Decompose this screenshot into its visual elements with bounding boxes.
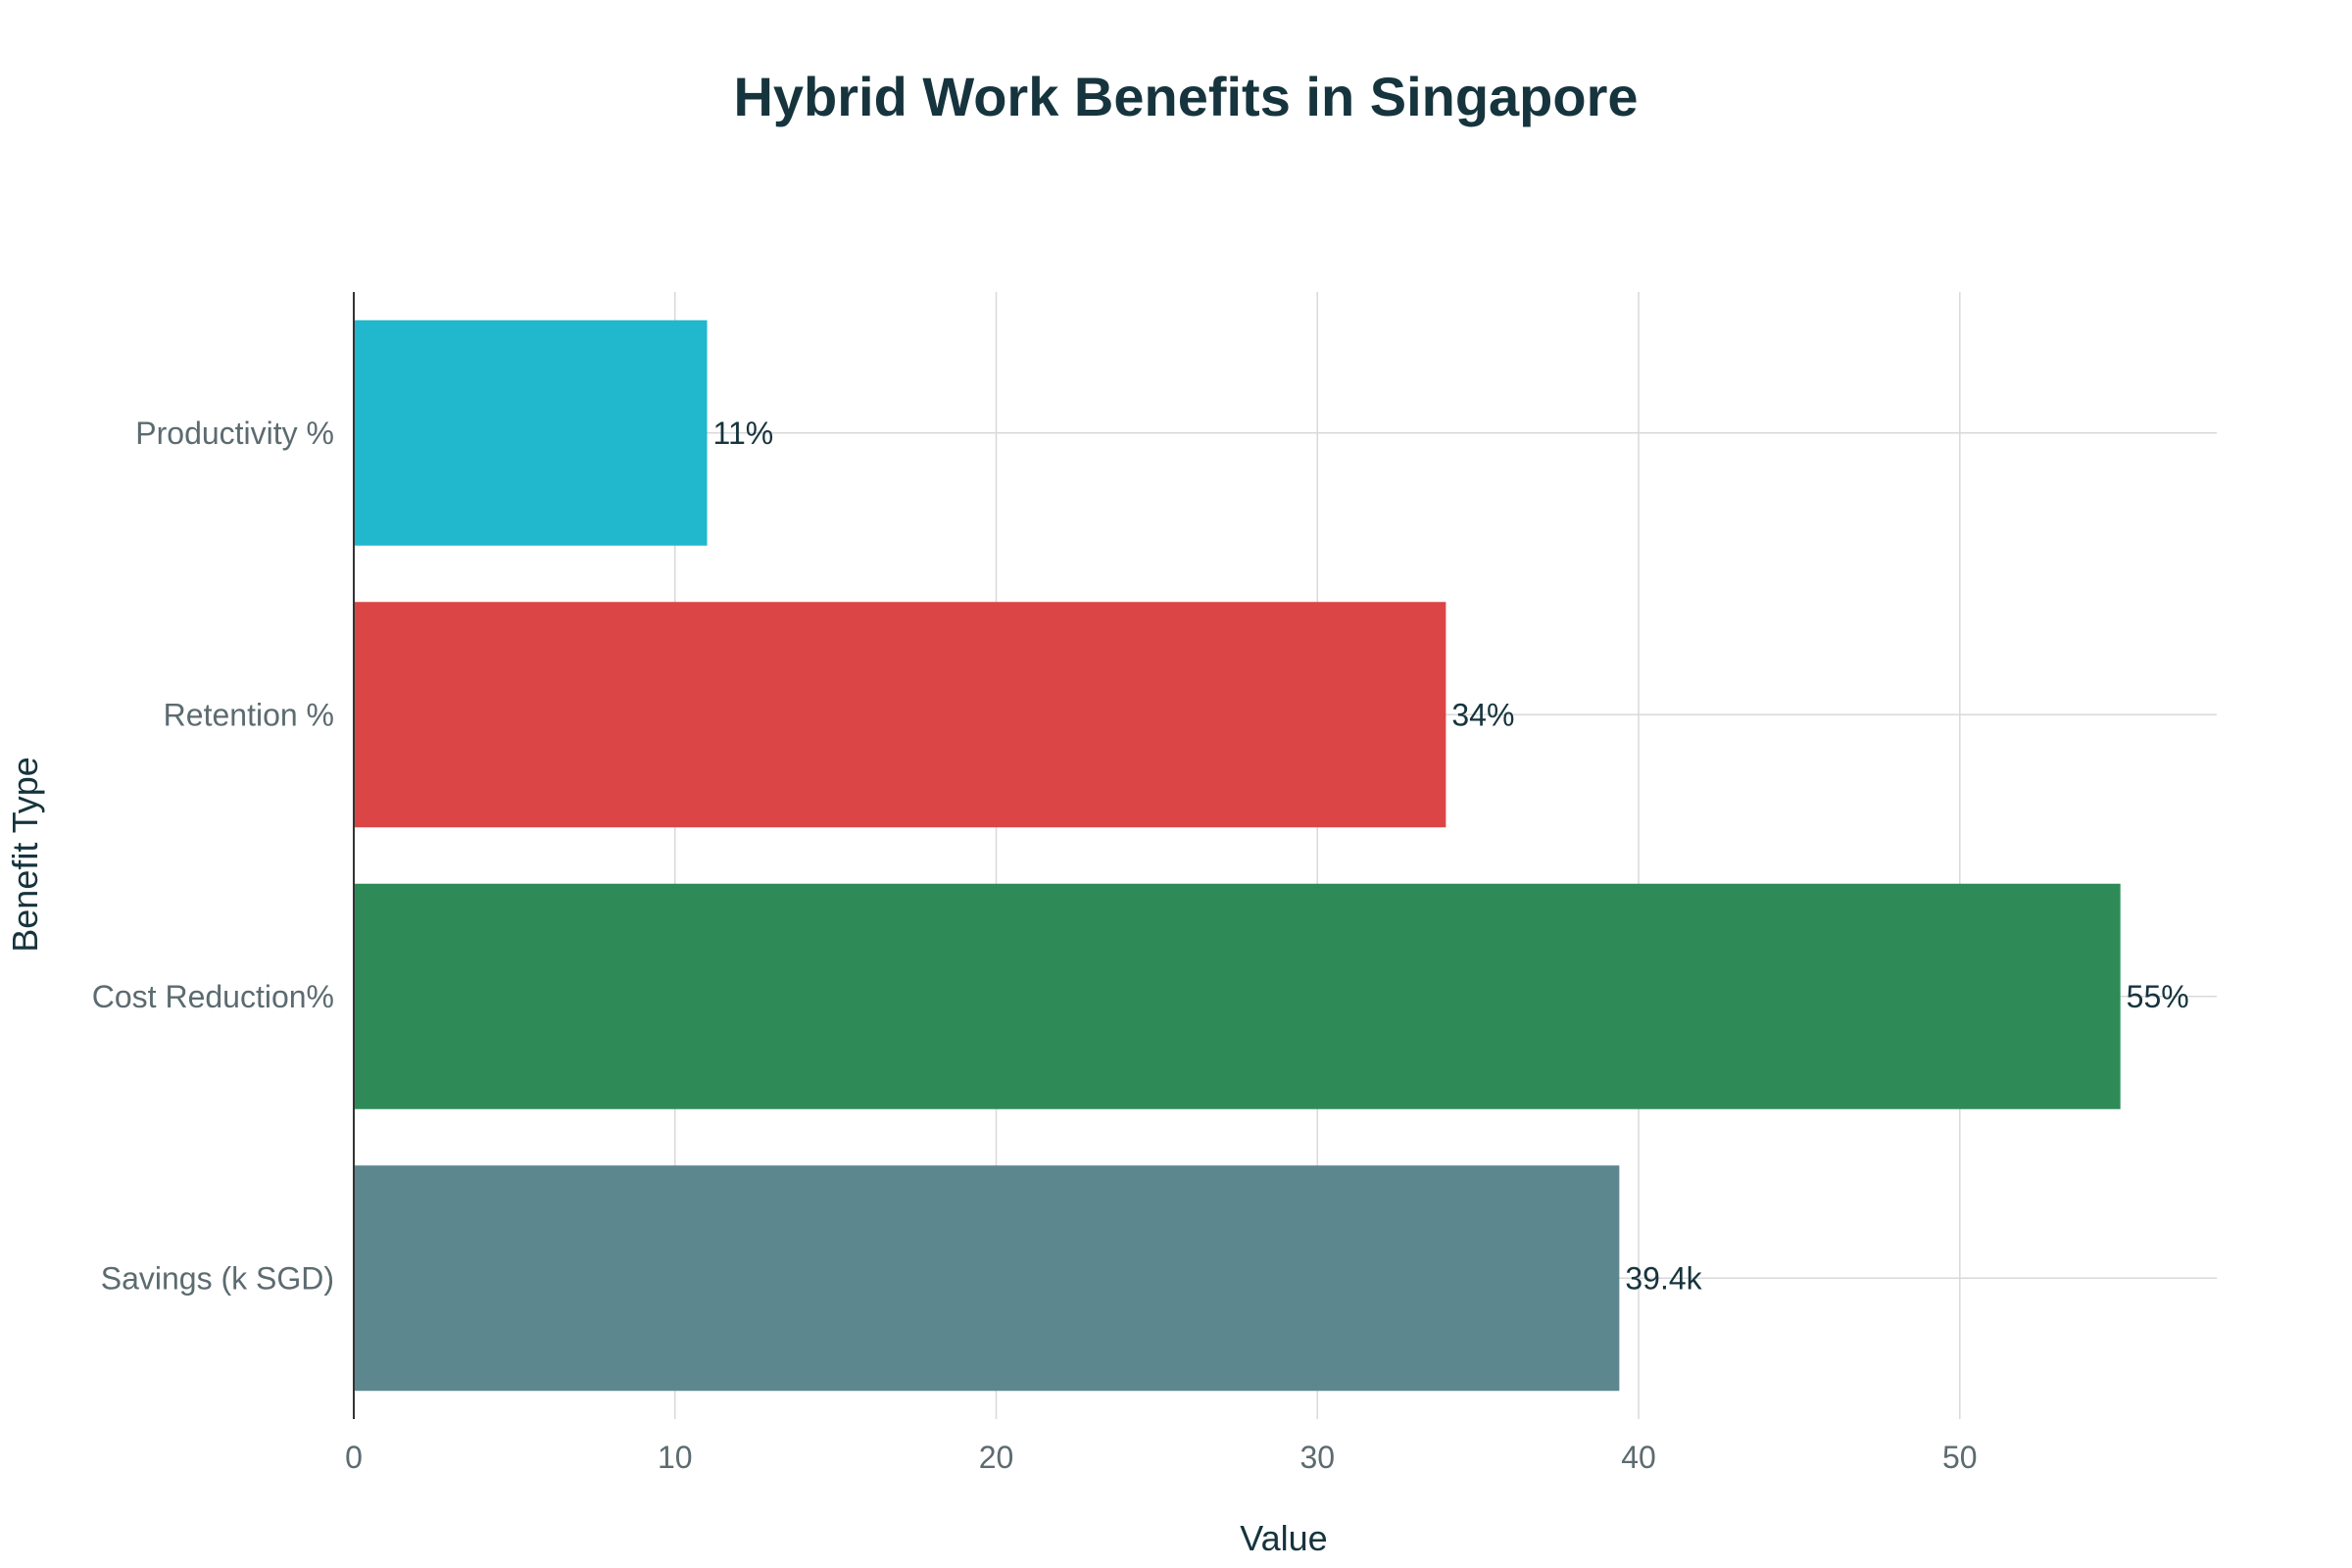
- bar: [354, 1165, 1620, 1392]
- x-tick-label: 10: [658, 1440, 693, 1475]
- x-tick-label: 20: [979, 1440, 1014, 1475]
- x-tick-label: 0: [345, 1440, 363, 1475]
- x-tick-label: 30: [1299, 1440, 1335, 1475]
- bars-layer: [354, 319, 2121, 1392]
- category-label: Cost Reduction%: [92, 979, 334, 1014]
- bar-data-label: 39.4k: [1625, 1260, 1702, 1296]
- x-tick-label: 40: [1621, 1440, 1656, 1475]
- category-label: Retention %: [164, 697, 334, 732]
- x-axis-title: Value: [1240, 1518, 1327, 1558]
- labels-layer: 11% 34% 55% 39.4k: [713, 416, 2189, 1297]
- bar: [354, 883, 2121, 1109]
- y-axis-title: Benefit Type: [5, 757, 45, 952]
- bar-data-label: 34%: [1451, 697, 1514, 732]
- ticks-layer: 0 10 20 30 40 50 Productivity % Retention % Cost…: [92, 416, 1978, 1475]
- chart-title: Hybrid Work Benefits in Singapore: [733, 66, 1638, 127]
- x-tick-label: 50: [1942, 1440, 1978, 1475]
- bar: [354, 602, 1446, 828]
- bar-data-label: 55%: [2127, 979, 2189, 1014]
- bar-data-label: 11%: [713, 416, 774, 451]
- bar: [354, 319, 708, 546]
- category-label: Savings (k SGD): [101, 1260, 334, 1296]
- category-label: Productivity %: [135, 416, 334, 451]
